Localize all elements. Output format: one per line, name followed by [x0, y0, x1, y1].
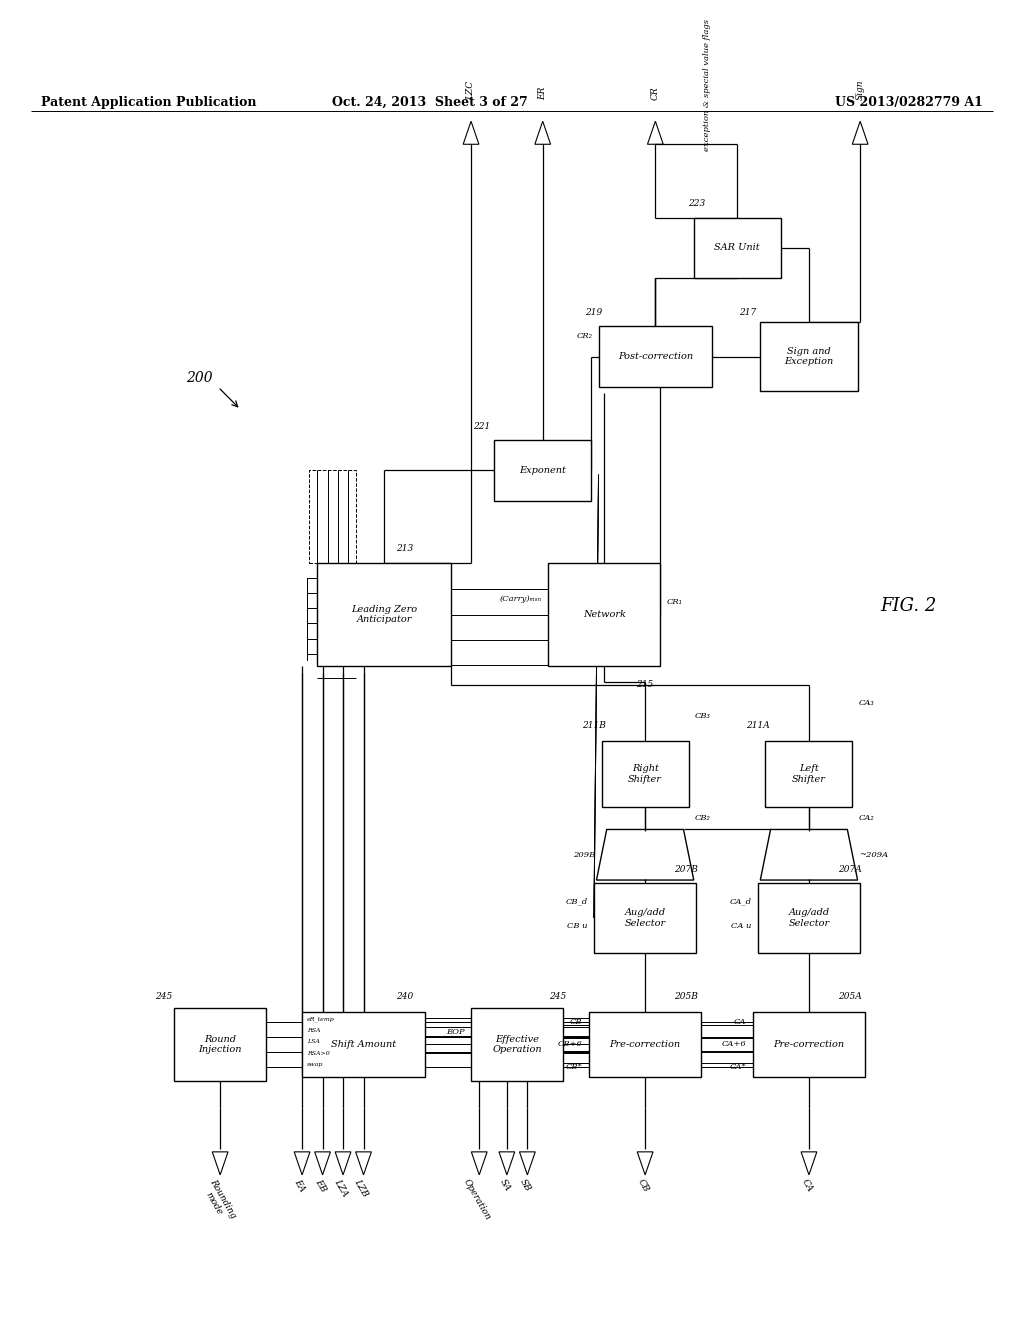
Text: CB₂: CB₂ — [694, 814, 711, 822]
FancyBboxPatch shape — [302, 1011, 425, 1077]
Text: 217: 217 — [739, 308, 756, 317]
Text: US 2013/0282779 A1: US 2013/0282779 A1 — [836, 96, 983, 110]
Text: LZC: LZC — [467, 81, 475, 100]
Text: ~209A: ~209A — [858, 851, 888, 859]
FancyBboxPatch shape — [471, 1007, 563, 1081]
Text: RSA>0: RSA>0 — [307, 1051, 330, 1056]
Text: SA: SA — [498, 1177, 512, 1192]
Text: SAR Unit: SAR Unit — [715, 243, 760, 252]
Text: CA_d: CA_d — [730, 898, 752, 906]
Text: FIG. 2: FIG. 2 — [881, 597, 937, 615]
Text: CB₃: CB₃ — [694, 711, 711, 719]
FancyBboxPatch shape — [594, 883, 696, 953]
Text: CB: CB — [636, 1177, 650, 1193]
Text: EOP: EOP — [446, 1028, 465, 1036]
FancyBboxPatch shape — [766, 741, 852, 807]
Text: 205B: 205B — [674, 991, 698, 1001]
Text: CA₂: CA₂ — [858, 814, 874, 822]
Text: 245: 245 — [156, 991, 172, 1001]
Text: 211A: 211A — [745, 721, 770, 730]
Text: Sign and
Exception: Sign and Exception — [784, 347, 834, 367]
Text: EB: EB — [313, 1177, 328, 1193]
Text: swap: swap — [307, 1063, 324, 1067]
Text: CR₁: CR₁ — [667, 598, 683, 606]
FancyBboxPatch shape — [599, 326, 712, 387]
Text: Sign: Sign — [856, 79, 864, 100]
Text: Network: Network — [583, 610, 626, 619]
FancyBboxPatch shape — [602, 741, 688, 807]
Text: Post-correction: Post-correction — [617, 352, 693, 362]
Text: eR_temp: eR_temp — [307, 1016, 335, 1022]
Text: Rounding
mode: Rounding mode — [199, 1177, 238, 1225]
Text: CA*: CA* — [730, 1063, 746, 1071]
Text: 207A: 207A — [838, 866, 862, 874]
Text: exception & special value flags: exception & special value flags — [702, 18, 711, 150]
Text: RSA: RSA — [307, 1028, 321, 1034]
FancyBboxPatch shape — [753, 1011, 865, 1077]
Text: Pre-correction: Pre-correction — [773, 1040, 845, 1049]
Text: 211B: 211B — [582, 721, 606, 730]
Text: SB: SB — [518, 1177, 532, 1193]
Text: CA+6: CA+6 — [722, 1040, 746, 1048]
FancyBboxPatch shape — [589, 1011, 701, 1077]
Text: 209B: 209B — [573, 851, 596, 859]
Text: EA: EA — [293, 1177, 307, 1193]
FancyBboxPatch shape — [760, 322, 858, 392]
Text: 223: 223 — [688, 199, 705, 209]
Text: CA: CA — [734, 1018, 746, 1026]
Text: Operation: Operation — [462, 1177, 493, 1221]
Text: (Carry)ₘₛₙ: (Carry)ₘₛₙ — [500, 595, 542, 603]
Text: Left
Shifter: Left Shifter — [792, 764, 826, 784]
Text: CA₃: CA₃ — [858, 700, 874, 708]
Text: CB u: CB u — [567, 921, 588, 929]
Text: 207B: 207B — [674, 866, 698, 874]
Text: ER: ER — [539, 87, 547, 100]
Text: CR₂: CR₂ — [577, 333, 593, 341]
FancyBboxPatch shape — [174, 1007, 266, 1081]
Text: 240: 240 — [396, 991, 413, 1001]
Text: Shift Amount: Shift Amount — [331, 1040, 396, 1049]
FancyBboxPatch shape — [548, 562, 660, 667]
Text: Exponent: Exponent — [519, 466, 566, 475]
Text: Round
Injection: Round Injection — [199, 1035, 242, 1055]
Text: Aug/add
Selector: Aug/add Selector — [625, 908, 666, 928]
Text: Aug/add
Selector: Aug/add Selector — [788, 908, 829, 928]
Text: CB: CB — [570, 1018, 583, 1026]
Text: LZA: LZA — [333, 1177, 349, 1197]
Text: CA u: CA u — [731, 921, 752, 929]
Text: Right
Shifter: Right Shifter — [628, 764, 663, 784]
Text: Effective
Operation: Effective Operation — [493, 1035, 542, 1055]
Text: 215: 215 — [637, 680, 653, 689]
Text: CB*: CB* — [566, 1063, 583, 1071]
Text: Patent Application Publication: Patent Application Publication — [41, 96, 256, 110]
Text: CB+6: CB+6 — [558, 1040, 583, 1048]
Text: Pre-correction: Pre-correction — [609, 1040, 681, 1049]
FancyBboxPatch shape — [758, 883, 860, 953]
Text: 205A: 205A — [838, 991, 862, 1001]
FancyBboxPatch shape — [317, 562, 451, 667]
Text: 213: 213 — [396, 544, 413, 553]
FancyBboxPatch shape — [495, 440, 592, 500]
Text: CA: CA — [800, 1177, 814, 1193]
Text: 219: 219 — [586, 308, 602, 317]
Text: LSA: LSA — [307, 1039, 321, 1044]
FancyBboxPatch shape — [694, 218, 780, 279]
Text: Leading Zero
Anticipator: Leading Zero Anticipator — [351, 605, 417, 624]
Text: CB_d: CB_d — [565, 898, 588, 906]
Text: CR: CR — [651, 86, 659, 100]
Text: 200: 200 — [186, 371, 213, 385]
Text: 245: 245 — [550, 991, 566, 1001]
Text: LZB: LZB — [353, 1177, 370, 1199]
Text: 221: 221 — [473, 421, 489, 430]
Text: Oct. 24, 2013  Sheet 3 of 27: Oct. 24, 2013 Sheet 3 of 27 — [332, 96, 528, 110]
